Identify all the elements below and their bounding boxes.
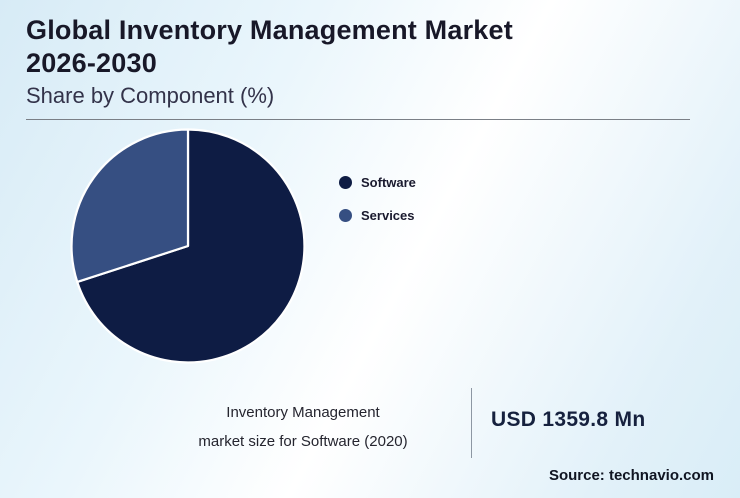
pie-slice-software (76, 128, 306, 364)
annotation-label-line-2: market size for Software (2020) (198, 433, 408, 450)
annotation-divider (471, 388, 472, 458)
annotation-label-line-1: Inventory Management (226, 404, 380, 421)
title-line-2: 2026-2030 (26, 47, 157, 78)
annotation-label: Inventory Management market size for Sof… (150, 398, 456, 456)
legend-label-software: Software (361, 175, 416, 190)
chart-title: Global Inventory Management Market 2026-… (26, 14, 690, 80)
legend-item-software: Software (339, 175, 416, 190)
header: Global Inventory Management Market 2026-… (26, 14, 690, 120)
title-line-1: Global Inventory Management Market (26, 15, 513, 45)
legend: Software Services (339, 175, 416, 241)
legend-dot-services (339, 209, 352, 222)
legend-item-services: Services (339, 208, 416, 223)
pie-chart (70, 128, 306, 364)
market-size-value: USD 1359.8 Mn (491, 408, 646, 431)
pie-slice-services (70, 128, 190, 284)
legend-dot-software (339, 176, 352, 189)
legend-label-services: Services (361, 208, 415, 223)
chart-subtitle: Share by Component (%) (26, 82, 275, 108)
source-attribution: Source: technavio.com (548, 467, 714, 484)
